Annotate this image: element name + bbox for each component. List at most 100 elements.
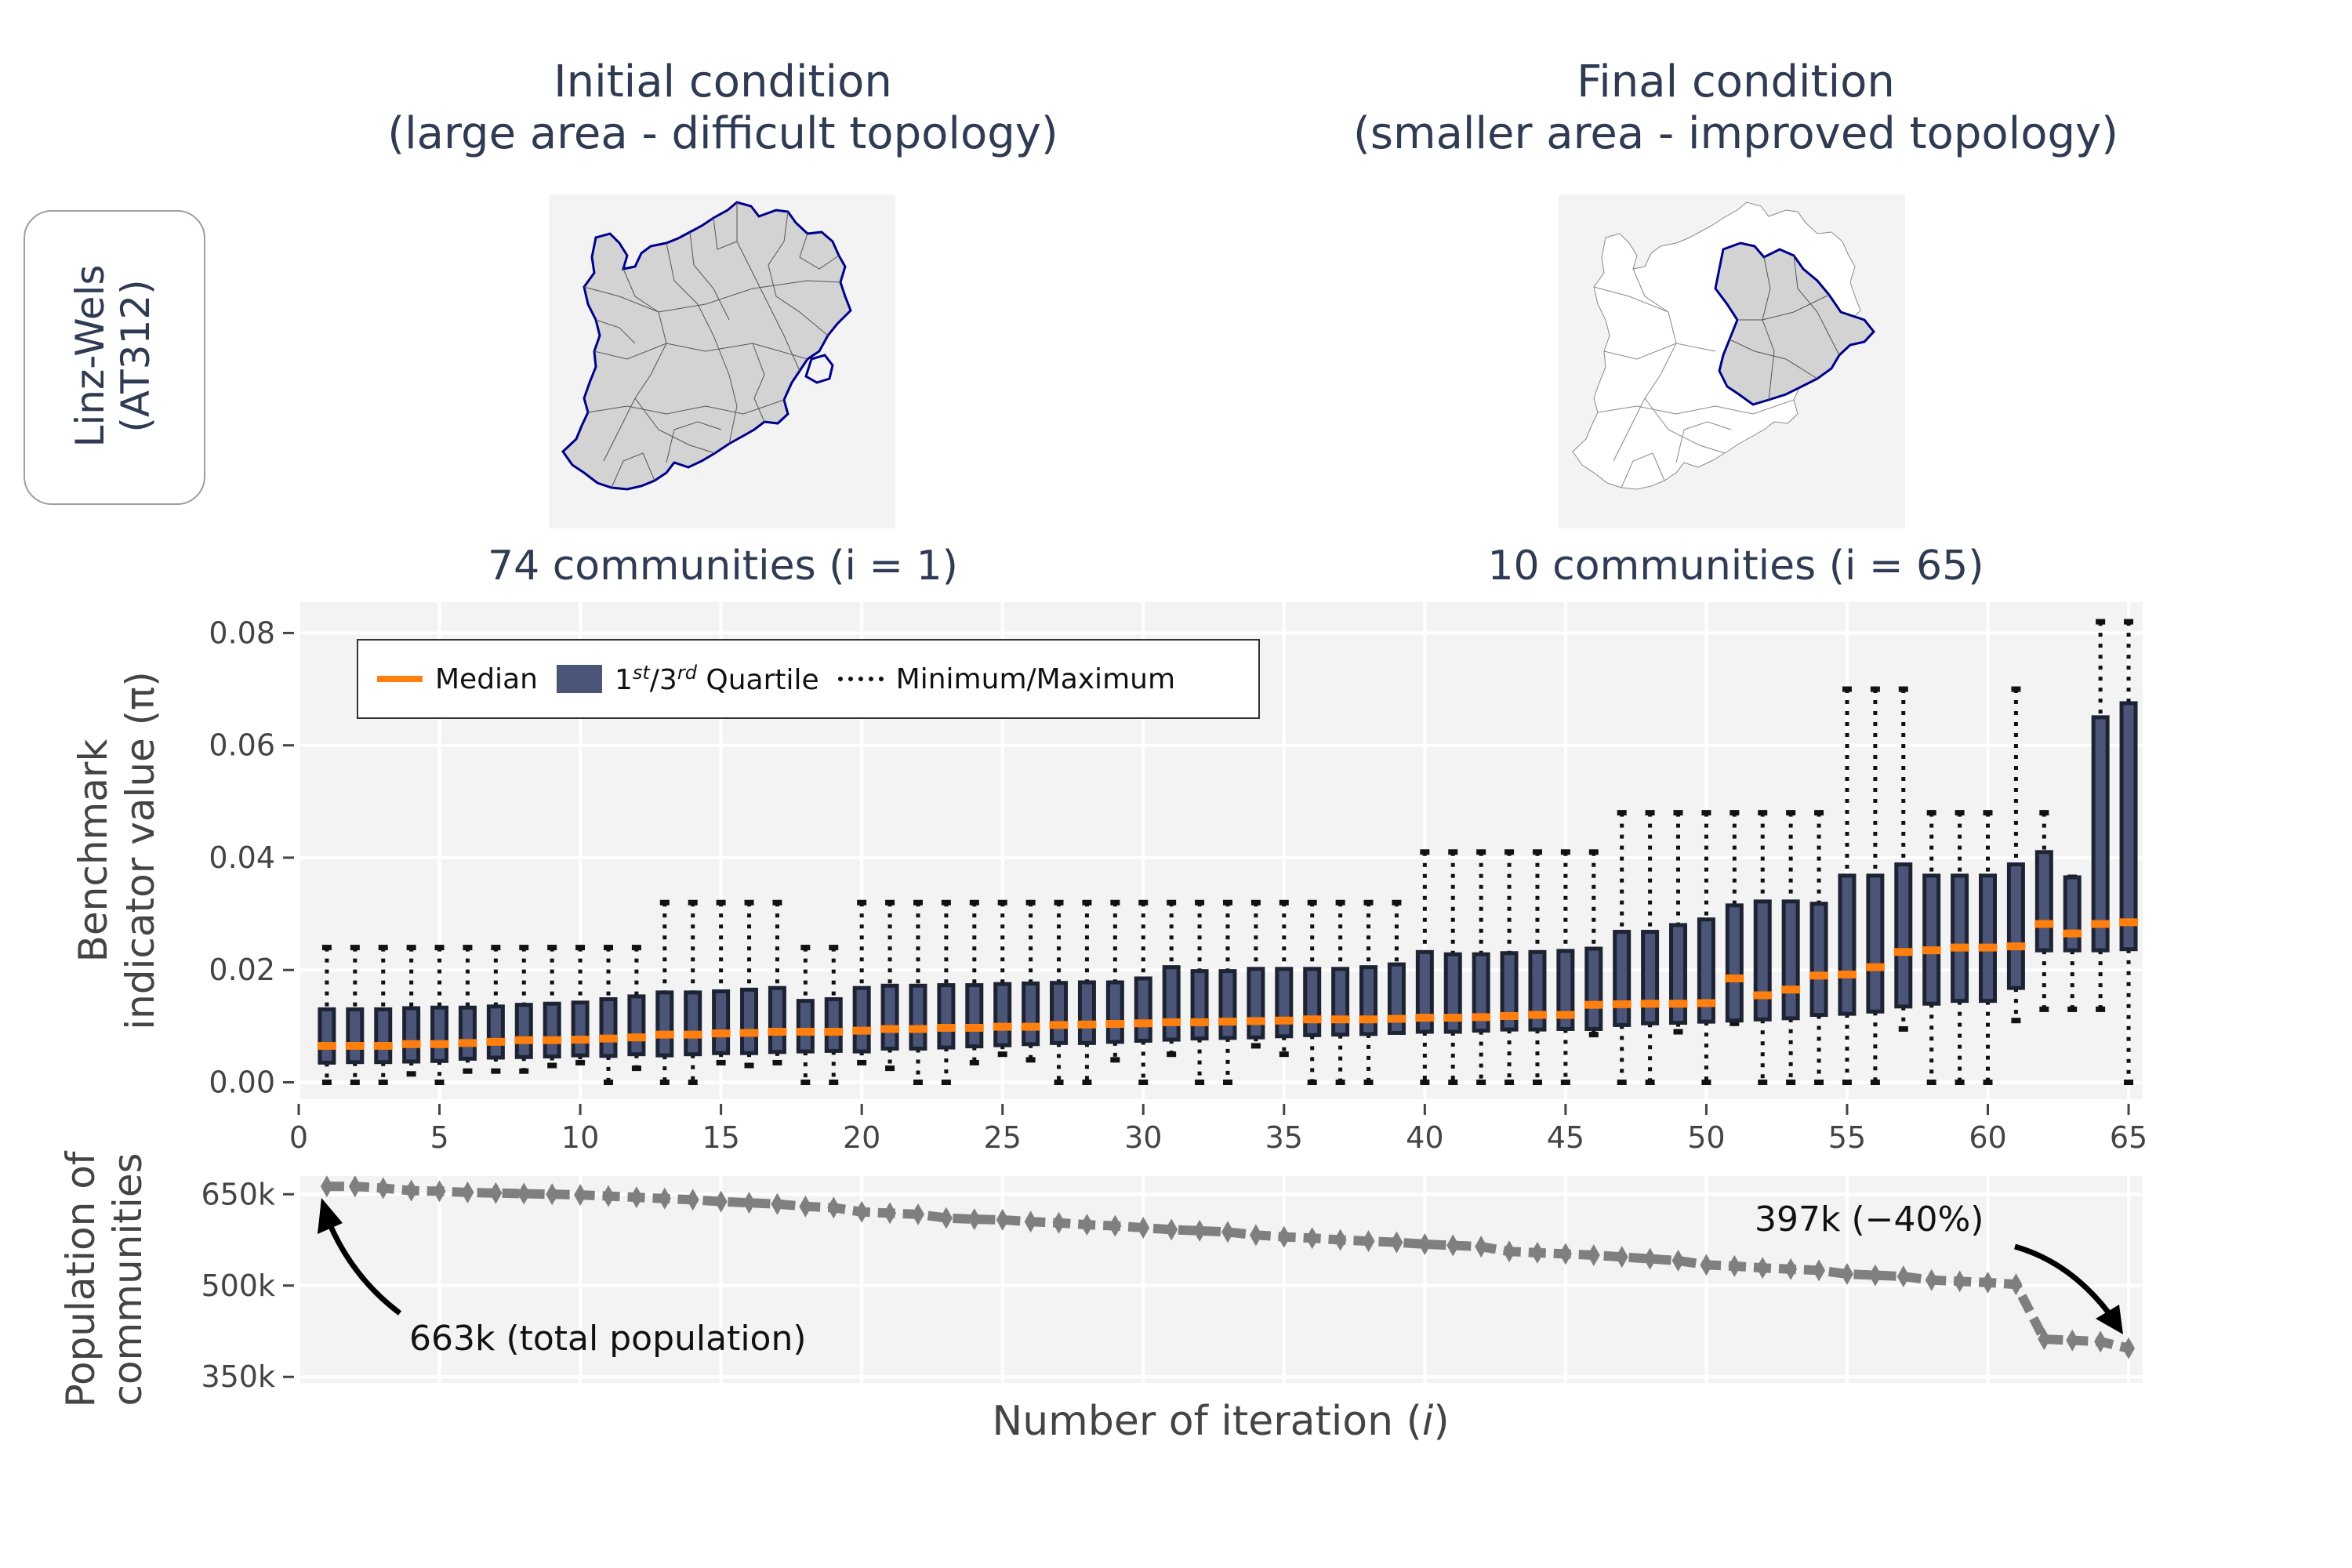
population-point — [911, 1203, 924, 1225]
population-point — [1587, 1243, 1600, 1266]
y-tick-label: 0.02 — [209, 953, 275, 987]
quartile-box — [1050, 981, 1069, 1045]
final-context-borders — [1593, 268, 1795, 488]
population-point — [658, 1187, 671, 1210]
population-point — [1559, 1243, 1572, 1265]
annotation-start: 663k (total population) — [409, 1319, 807, 1359]
population-point — [1446, 1234, 1460, 1257]
population-point — [461, 1181, 474, 1203]
quartile-box — [1500, 951, 1519, 1032]
x-tick-label: 0 — [289, 1120, 308, 1155]
quartile-box — [458, 1005, 477, 1061]
x-tick-label: 20 — [843, 1120, 880, 1155]
population-point — [574, 1184, 587, 1207]
annotation-end-arrow — [2014, 1243, 2123, 1334]
population-point — [1728, 1254, 1741, 1277]
population-point — [686, 1189, 699, 1211]
population-point — [939, 1207, 953, 1229]
quartile-box — [599, 996, 618, 1058]
population-point — [1530, 1241, 1544, 1264]
box-y-label-line1: Benchmark — [71, 739, 116, 963]
population-point — [1503, 1240, 1516, 1263]
quartile-box — [1359, 965, 1378, 1036]
y-tick-label: 0.04 — [209, 840, 275, 875]
quartile-box — [430, 1005, 449, 1063]
population-point — [1334, 1229, 1347, 1251]
right-panel-title: Final condition (smaller area - improved… — [1353, 56, 2118, 160]
quartile-box — [796, 999, 815, 1054]
y-tick-label: 0.08 — [209, 615, 275, 650]
population-point — [1615, 1246, 1628, 1269]
x-tick-label: 5 — [430, 1120, 448, 1155]
population-point — [742, 1192, 756, 1214]
population-plot-area — [299, 1176, 2143, 1383]
quartile-box — [1331, 967, 1350, 1037]
population-point — [1080, 1214, 1094, 1236]
quartile-box — [514, 1003, 533, 1059]
population-point — [1981, 1271, 1994, 1294]
quartile-box — [1725, 903, 1744, 1023]
legend-median-label: Median — [435, 662, 538, 695]
quartile-box — [1022, 981, 1040, 1047]
quartile-box — [1838, 873, 1857, 1016]
population-point — [1277, 1225, 1290, 1248]
x-tick-label: 10 — [561, 1120, 599, 1155]
quartile-box — [2063, 875, 2082, 953]
legend-quartile-swatch — [556, 665, 602, 693]
population-point — [1109, 1214, 1122, 1237]
population-point — [1813, 1259, 1826, 1282]
population-point — [1475, 1236, 1488, 1258]
population-point — [771, 1192, 784, 1215]
quartile-box — [1247, 967, 1265, 1040]
population-point — [827, 1196, 840, 1219]
population-point — [1024, 1210, 1037, 1233]
quartile-box — [1303, 967, 1322, 1037]
quartile-box — [1275, 967, 1294, 1039]
quartile-box — [993, 982, 1012, 1047]
population-point — [1249, 1224, 1262, 1247]
x-tick-label: 60 — [1969, 1120, 2006, 1155]
annotation-end: 397k (−40%) — [1755, 1200, 1984, 1240]
quartile-box — [1641, 930, 1660, 1025]
quartile-box — [1809, 902, 1828, 1018]
quartile-box — [2119, 701, 2138, 952]
quartile-box — [571, 1000, 590, 1058]
quartile-box — [712, 989, 731, 1055]
population-point — [376, 1177, 390, 1200]
quartile-box — [1556, 949, 1575, 1031]
quartile-box — [1190, 969, 1209, 1041]
population-point — [884, 1202, 897, 1225]
x-tick-label: 15 — [702, 1120, 739, 1155]
population-point — [714, 1190, 728, 1213]
pop-y-label-line1: Population of — [58, 1150, 103, 1407]
population-point — [2066, 1329, 2079, 1352]
quartile-box — [1922, 873, 1941, 1006]
population-point — [1671, 1249, 1685, 1272]
initial-map-panel — [549, 194, 895, 528]
quartile-box — [543, 1001, 561, 1059]
quartile-box — [318, 1007, 336, 1065]
population-point — [320, 1175, 333, 1198]
x-tick-label: 55 — [1828, 1120, 1866, 1155]
pop-y-tick-label: 500k — [201, 1269, 275, 1303]
quartile-box — [374, 1007, 393, 1065]
legend-minmax-label: Minimum/Maximum — [895, 662, 1176, 695]
quartile-box — [768, 985, 786, 1054]
quartile-box — [909, 983, 927, 1051]
quartile-box — [1753, 899, 1772, 1022]
quartile-box — [684, 990, 702, 1057]
left-title-line1: Initial condition — [554, 56, 892, 107]
population-point — [546, 1183, 559, 1206]
left-caption: 74 communities (i = 1) — [488, 543, 958, 590]
quartile-box — [824, 996, 843, 1053]
population-point — [489, 1181, 503, 1204]
legend-item-quartile: 1st/3rd Quartile — [556, 662, 819, 696]
population-point — [1643, 1247, 1657, 1270]
population-point — [2038, 1328, 2051, 1351]
quartile-box — [1979, 873, 1998, 1004]
annotation-start-arrow — [318, 1198, 402, 1316]
quartile-box — [2091, 715, 2110, 953]
legend-item-median: Median — [377, 663, 538, 695]
final-map — [1572, 201, 1875, 490]
initial-map — [561, 201, 852, 491]
